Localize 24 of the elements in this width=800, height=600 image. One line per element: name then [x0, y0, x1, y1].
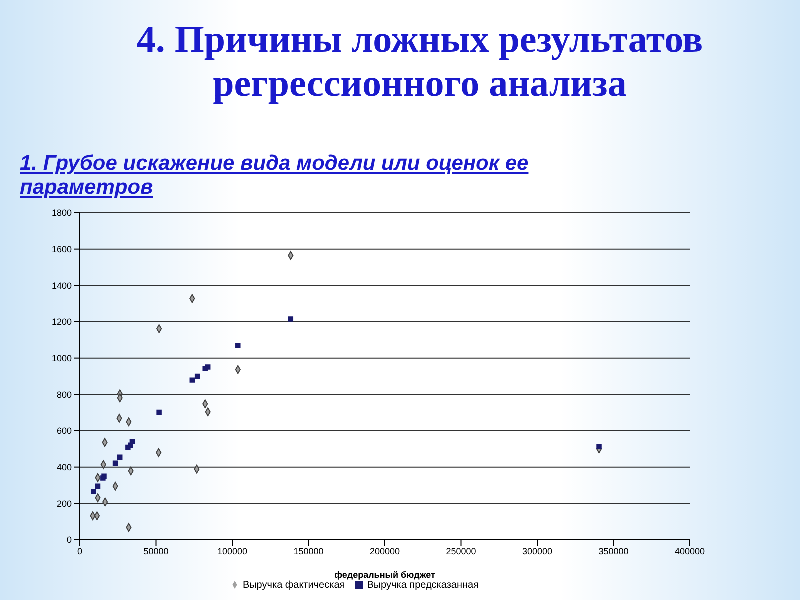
- y-tick-label: 1800: [52, 208, 72, 218]
- y-tick-label: 1400: [52, 280, 72, 291]
- legend-label: Выручка фактическая: [242, 580, 346, 591]
- x-axis-title: федеральный бюджет: [334, 570, 436, 580]
- x-tick-label: 300000: [522, 546, 553, 556]
- y-tick-label: 600: [56, 426, 72, 436]
- y-tick-label: 1600: [52, 244, 72, 255]
- y-tick-label: 1000: [52, 354, 72, 364]
- x-tick-label: 350000: [598, 546, 629, 556]
- x-tick-label: 400000: [674, 546, 706, 556]
- x-tick-label: 200000: [370, 546, 400, 556]
- x-tick-label: 250000: [446, 546, 476, 556]
- x-tick-label: 150000: [294, 546, 324, 556]
- y-tick-label: 800: [56, 390, 72, 400]
- chart-title: 4. Причины ложных результатов регрессионного анализа: [136, 18, 704, 106]
- y-tick-label: 400: [56, 462, 72, 473]
- y-tick-label: 1200: [52, 317, 72, 328]
- x-tick-label: 100000: [217, 546, 248, 556]
- x-tick-label: 50000: [144, 546, 169, 556]
- x-tick-label: 0: [77, 546, 83, 556]
- y-tick-label: 0: [66, 535, 72, 546]
- legend-label: Выручка предсказанная: [367, 580, 480, 591]
- y-tick-label: 200: [56, 498, 72, 509]
- chart-subtitle: 1. Грубое искажение вида модели или оценок ее параметров: [20, 152, 530, 200]
